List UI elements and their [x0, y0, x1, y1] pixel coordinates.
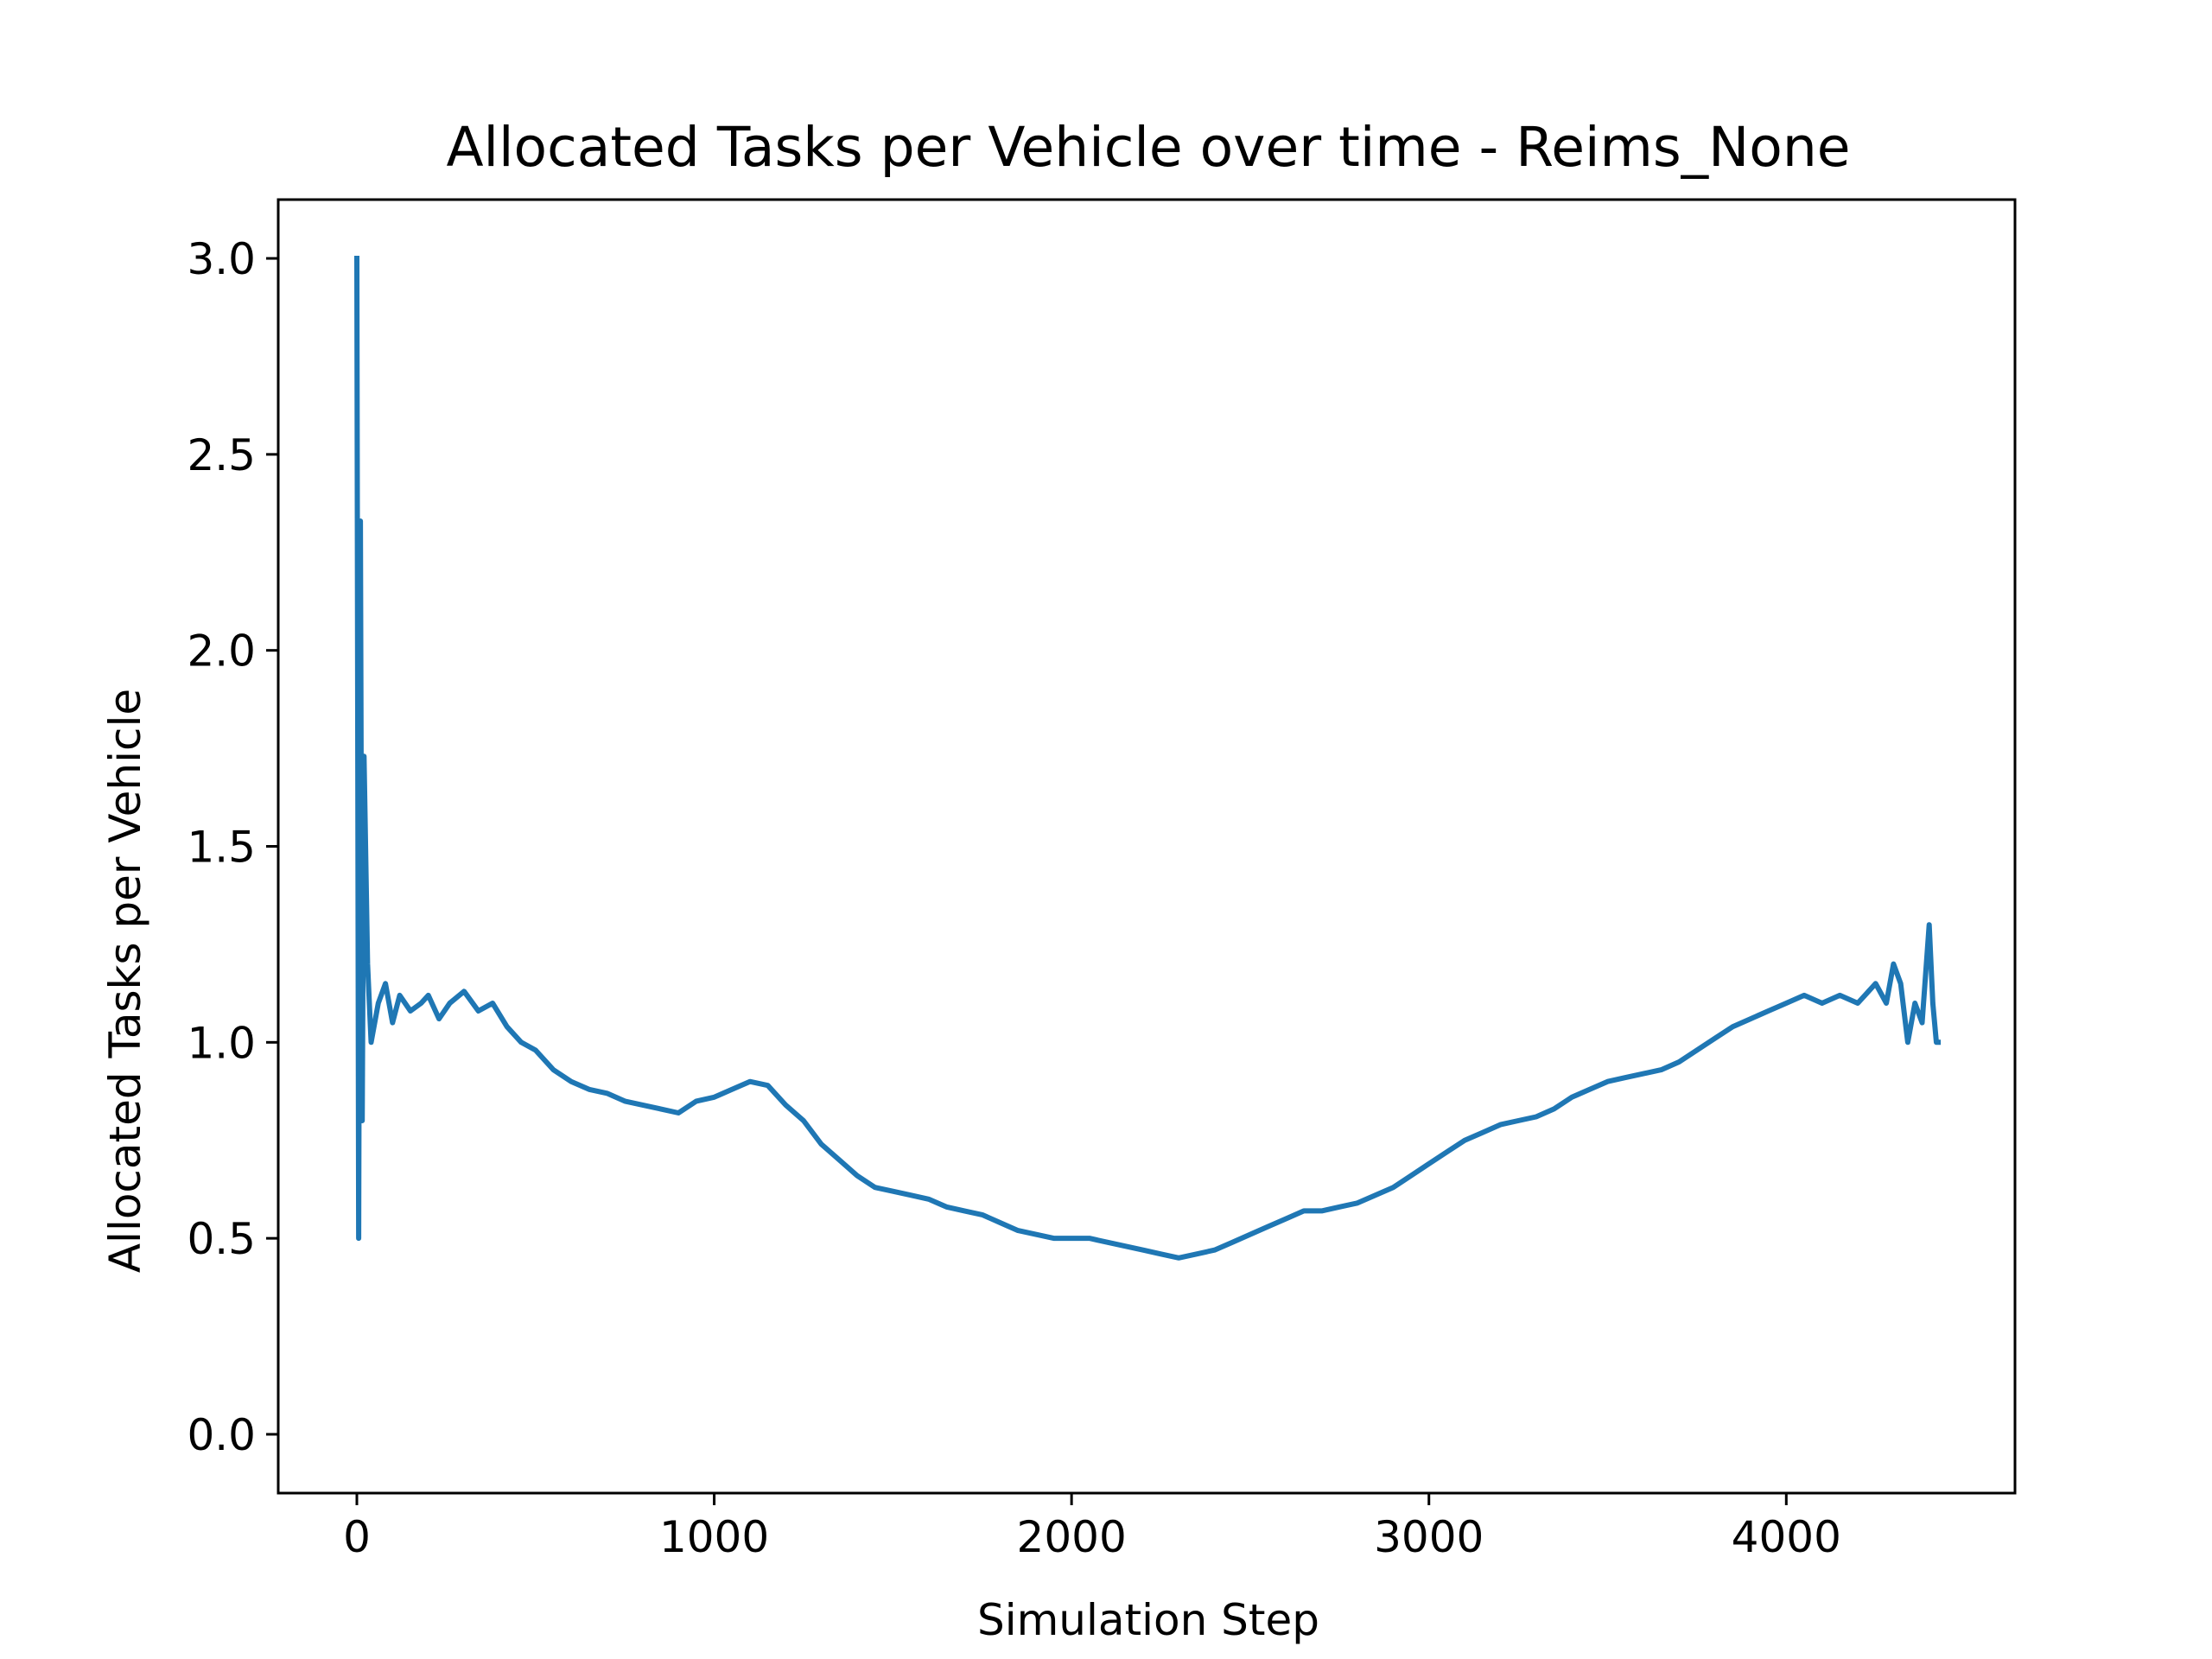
y-axis: 0.0 0.5 1.0 1.5 2.0 2.5 3.0 [187, 234, 278, 1460]
y-tick-label: 2.0 [187, 626, 256, 677]
x-tick-label: 4000 [1732, 1512, 1841, 1562]
x-tick-label: 1000 [659, 1512, 769, 1562]
series-line-0 [353, 255, 1942, 1261]
y-tick-label: 0.5 [187, 1214, 256, 1264]
y-tick-label: 2.5 [187, 430, 256, 480]
x-tick-label: 2000 [1017, 1512, 1127, 1562]
plot-frame [276, 198, 2017, 1495]
x-axis-label: Simulation Step [977, 1595, 1319, 1645]
y-tick-label: 1.5 [187, 823, 256, 873]
y-tick-label: 3.0 [187, 234, 256, 284]
x-axis: 0 1000 2000 3000 4000 [343, 1493, 1841, 1562]
x-tick-label: 0 [343, 1512, 371, 1562]
x-tick-label: 3000 [1374, 1512, 1484, 1562]
y-axis-label: Allocated Tasks per Vehicle [100, 689, 150, 1273]
chart-title: Allocated Tasks per Vehicle over time - … [446, 116, 1850, 179]
plot-area [353, 255, 1942, 1261]
y-tick-label: 1.0 [187, 1018, 256, 1068]
y-tick-label: 0.0 [187, 1410, 256, 1460]
